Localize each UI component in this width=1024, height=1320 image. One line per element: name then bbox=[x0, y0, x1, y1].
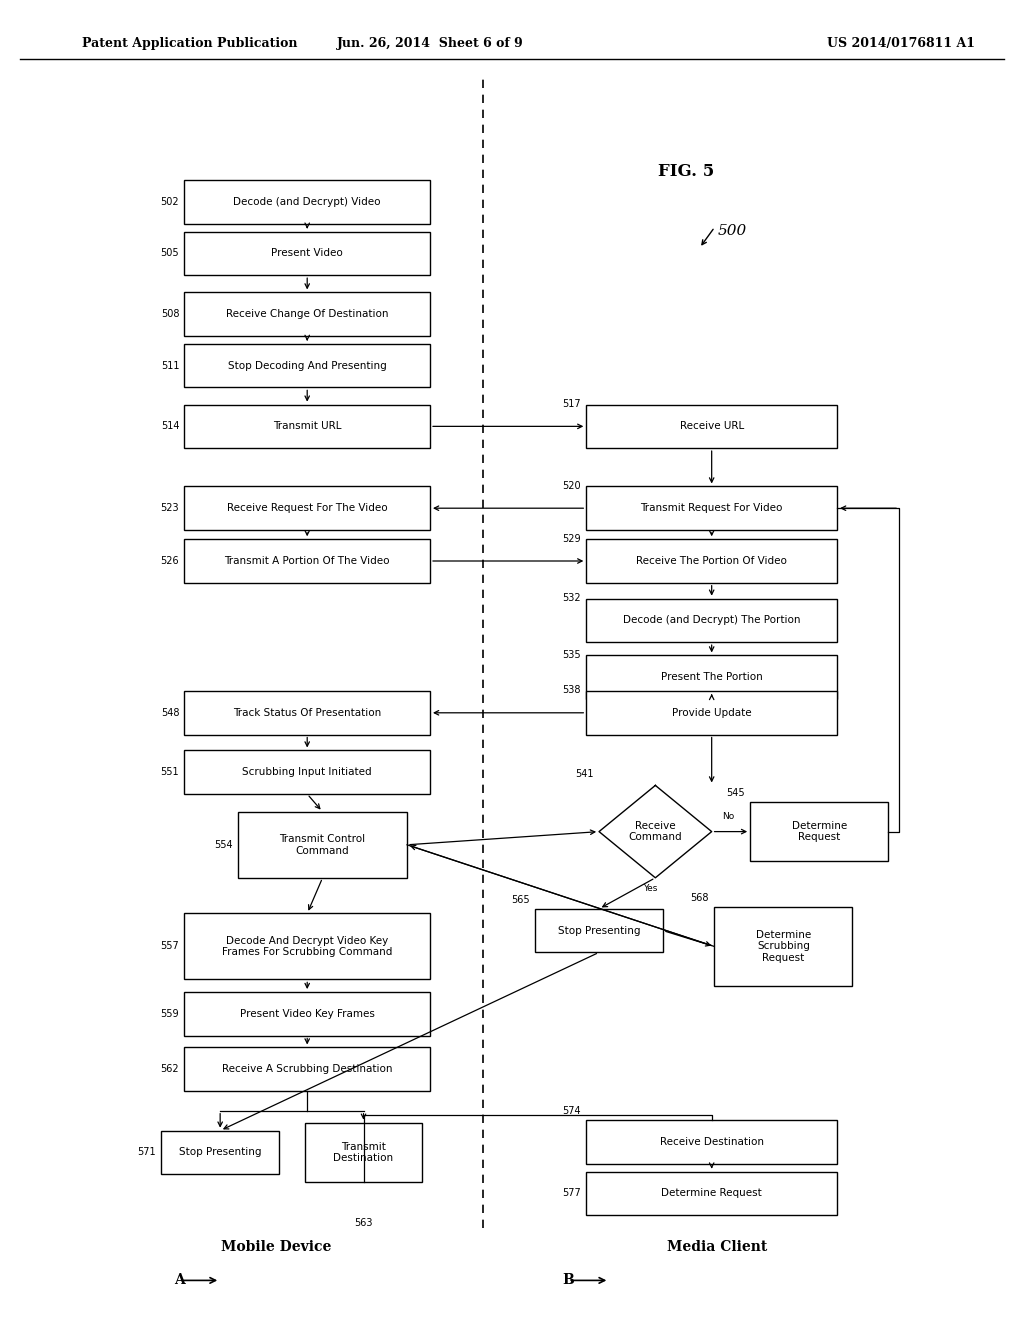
Text: No: No bbox=[722, 812, 734, 821]
Text: 574: 574 bbox=[562, 1106, 582, 1115]
Text: B: B bbox=[562, 1274, 574, 1287]
Text: 541: 541 bbox=[575, 768, 594, 779]
Text: A: A bbox=[174, 1274, 184, 1287]
Text: 577: 577 bbox=[562, 1188, 582, 1199]
Text: 568: 568 bbox=[690, 892, 709, 903]
Text: 505: 505 bbox=[161, 248, 179, 259]
Text: 551: 551 bbox=[161, 767, 179, 777]
FancyBboxPatch shape bbox=[586, 1119, 838, 1164]
Text: US 2014/0176811 A1: US 2014/0176811 A1 bbox=[827, 37, 975, 50]
Text: Stop Presenting: Stop Presenting bbox=[558, 925, 640, 936]
FancyBboxPatch shape bbox=[184, 404, 430, 447]
FancyBboxPatch shape bbox=[305, 1122, 422, 1183]
Text: Determine Request: Determine Request bbox=[662, 1188, 762, 1199]
Text: Receive Change Of Destination: Receive Change Of Destination bbox=[226, 309, 388, 319]
Text: 548: 548 bbox=[161, 708, 179, 718]
Text: 517: 517 bbox=[562, 399, 582, 409]
Text: 520: 520 bbox=[562, 480, 582, 491]
FancyBboxPatch shape bbox=[750, 803, 889, 862]
FancyBboxPatch shape bbox=[715, 907, 852, 986]
Text: Receive A Scrubbing Destination: Receive A Scrubbing Destination bbox=[222, 1064, 392, 1074]
Text: Scrubbing Input Initiated: Scrubbing Input Initiated bbox=[243, 767, 372, 777]
FancyBboxPatch shape bbox=[184, 539, 430, 583]
FancyBboxPatch shape bbox=[184, 913, 430, 979]
FancyBboxPatch shape bbox=[184, 993, 430, 1035]
Text: 526: 526 bbox=[161, 556, 179, 566]
Text: Receive URL: Receive URL bbox=[680, 421, 743, 432]
FancyBboxPatch shape bbox=[184, 343, 430, 388]
Text: Present The Portion: Present The Portion bbox=[660, 672, 763, 682]
FancyBboxPatch shape bbox=[184, 486, 430, 529]
Text: Jun. 26, 2014  Sheet 6 of 9: Jun. 26, 2014 Sheet 6 of 9 bbox=[337, 37, 523, 50]
Text: Receive Request For The Video: Receive Request For The Video bbox=[227, 503, 387, 513]
Text: Decode (and Decrypt) Video: Decode (and Decrypt) Video bbox=[233, 197, 381, 207]
Text: 562: 562 bbox=[161, 1064, 179, 1074]
Text: Yes: Yes bbox=[643, 884, 657, 894]
FancyBboxPatch shape bbox=[586, 692, 838, 734]
Text: 500: 500 bbox=[718, 224, 746, 238]
Text: 538: 538 bbox=[562, 685, 582, 696]
Text: Determine
Scrubbing
Request: Determine Scrubbing Request bbox=[756, 929, 811, 964]
Text: 529: 529 bbox=[562, 533, 582, 544]
Text: 545: 545 bbox=[726, 788, 745, 797]
Text: Transmit Request For Video: Transmit Request For Video bbox=[640, 503, 783, 513]
Text: 532: 532 bbox=[562, 593, 582, 603]
Text: Present Video: Present Video bbox=[271, 248, 343, 259]
Text: Transmit
Destination: Transmit Destination bbox=[334, 1142, 393, 1163]
Text: Provide Update: Provide Update bbox=[672, 708, 752, 718]
Text: Mobile Device: Mobile Device bbox=[221, 1241, 332, 1254]
FancyBboxPatch shape bbox=[184, 292, 430, 335]
FancyBboxPatch shape bbox=[238, 812, 407, 878]
FancyBboxPatch shape bbox=[162, 1130, 279, 1175]
Text: Transmit A Portion Of The Video: Transmit A Portion Of The Video bbox=[224, 556, 390, 566]
Text: Media Client: Media Client bbox=[667, 1241, 767, 1254]
Text: 571: 571 bbox=[137, 1147, 156, 1158]
Text: 502: 502 bbox=[161, 197, 179, 207]
FancyBboxPatch shape bbox=[535, 908, 664, 953]
Text: Transmit URL: Transmit URL bbox=[273, 421, 341, 432]
Text: 511: 511 bbox=[161, 360, 179, 371]
Text: Receive The Portion Of Video: Receive The Portion Of Video bbox=[636, 556, 787, 566]
Text: Receive
Command: Receive Command bbox=[629, 821, 682, 842]
FancyBboxPatch shape bbox=[184, 231, 430, 275]
Text: Present Video Key Frames: Present Video Key Frames bbox=[240, 1008, 375, 1019]
FancyBboxPatch shape bbox=[586, 404, 838, 447]
Text: 563: 563 bbox=[354, 1218, 373, 1229]
Text: Decode And Decrypt Video Key
Frames For Scrubbing Command: Decode And Decrypt Video Key Frames For … bbox=[222, 936, 392, 957]
Text: 557: 557 bbox=[161, 941, 179, 952]
Text: Determine
Request: Determine Request bbox=[792, 821, 847, 842]
FancyBboxPatch shape bbox=[184, 692, 430, 734]
Text: 523: 523 bbox=[161, 503, 179, 513]
FancyBboxPatch shape bbox=[586, 656, 838, 700]
Text: 535: 535 bbox=[562, 649, 582, 660]
FancyBboxPatch shape bbox=[184, 180, 430, 223]
Text: Stop Presenting: Stop Presenting bbox=[179, 1147, 261, 1158]
Text: 559: 559 bbox=[161, 1008, 179, 1019]
Text: Transmit Control
Command: Transmit Control Command bbox=[280, 834, 366, 855]
Text: 508: 508 bbox=[161, 309, 179, 319]
Text: Patent Application Publication: Patent Application Publication bbox=[82, 37, 297, 50]
Text: Track Status Of Presentation: Track Status Of Presentation bbox=[233, 708, 381, 718]
Text: 554: 554 bbox=[214, 840, 232, 850]
FancyBboxPatch shape bbox=[586, 598, 838, 642]
Text: Receive Destination: Receive Destination bbox=[659, 1137, 764, 1147]
Text: Stop Decoding And Presenting: Stop Decoding And Presenting bbox=[227, 360, 387, 371]
Text: Decode (and Decrypt) The Portion: Decode (and Decrypt) The Portion bbox=[623, 615, 801, 626]
FancyBboxPatch shape bbox=[184, 1048, 430, 1090]
FancyBboxPatch shape bbox=[586, 486, 838, 529]
Text: 514: 514 bbox=[161, 421, 179, 432]
Text: 565: 565 bbox=[511, 895, 530, 906]
Text: FIG. 5: FIG. 5 bbox=[658, 164, 714, 180]
FancyBboxPatch shape bbox=[586, 539, 838, 583]
FancyBboxPatch shape bbox=[586, 1172, 838, 1214]
FancyBboxPatch shape bbox=[184, 750, 430, 795]
